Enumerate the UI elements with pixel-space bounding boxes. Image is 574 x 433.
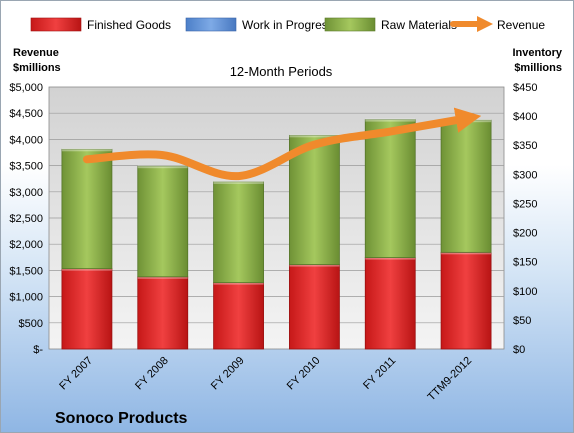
x-tick-label: FY 2008 — [133, 355, 171, 393]
legend: Finished Goods Work in Progress Raw Mate… — [30, 16, 545, 32]
right-axis-title-line2: $millions — [514, 62, 562, 74]
company-name: Sonoco Products — [55, 410, 188, 427]
left-tick-label: $500 — [19, 318, 43, 330]
right-tick-label: $450 — [513, 82, 537, 94]
bars — [61, 118, 492, 350]
right-axis-ticks: $0 $50 $100 $150 $200 $250 $300 $350 $400 $450 — [513, 82, 537, 356]
bar-raw-materials — [289, 134, 340, 265]
bar-cap-raw-materials — [137, 165, 188, 169]
left-tick-label: $3,500 — [9, 161, 43, 173]
legend-label-revenue: Revenue — [497, 18, 545, 32]
legend-swatch-work-in-progress — [185, 17, 237, 32]
bar-cap-finished-goods — [365, 256, 416, 260]
left-tick-label: $2,500 — [9, 213, 43, 225]
left-axis-title-line2: $millions — [13, 62, 61, 74]
bar-raw-materials — [364, 119, 416, 258]
bar-finished-goods — [364, 257, 416, 350]
bar-finished-goods — [289, 264, 340, 350]
legend-item-raw-materials: Raw Materials — [324, 17, 457, 32]
bar-cap-raw-materials — [213, 180, 264, 184]
right-tick-label: $300 — [513, 169, 537, 181]
legend-item-finished-goods: Finished Goods — [30, 17, 171, 32]
left-tick-label: $1,000 — [9, 292, 43, 304]
bar-finished-goods — [61, 268, 113, 350]
left-tick-label: $2,000 — [9, 239, 43, 251]
right-tick-label: $400 — [513, 111, 537, 123]
right-tick-label: $350 — [513, 140, 537, 152]
x-tick-label: FY 2009 — [209, 355, 247, 393]
left-axis-title-line1: Revenue — [13, 47, 59, 59]
revenue-line-layer — [82, 107, 482, 181]
x-axis-ticks: FY 2007 FY 2008 FY 2009 FY 2010 FY 2011 TTM9-… — [57, 355, 474, 404]
bar-cap-raw-materials — [365, 118, 416, 122]
left-tick-label: $1,500 — [9, 265, 43, 277]
right-tick-label: $150 — [513, 257, 537, 269]
right-tick-label: $50 — [513, 315, 531, 327]
revenue-line — [82, 107, 482, 181]
bar-cap-finished-goods — [213, 281, 264, 285]
bar-finished-goods — [440, 251, 492, 350]
left-tick-label: $4,500 — [9, 108, 43, 120]
legend-label-work-in-progress: Work in Progress — [242, 18, 334, 32]
x-tick-label: FY 2007 — [57, 355, 95, 393]
bar-cap-finished-goods — [61, 267, 112, 271]
left-tick-label: $4,000 — [9, 134, 43, 146]
bar-cap-finished-goods — [441, 251, 492, 255]
bar-cap-raw-materials — [61, 148, 112, 152]
right-tick-label: $250 — [513, 198, 537, 210]
bar-cap-finished-goods — [289, 263, 340, 267]
left-tick-label: $- — [33, 344, 43, 356]
legend-label-raw-materials: Raw Materials — [381, 18, 457, 32]
bar-raw-materials — [440, 119, 492, 253]
x-tick-label: FY 2011 — [361, 355, 398, 392]
legend-swatch-finished-goods — [30, 17, 82, 32]
bar-raw-materials — [137, 165, 189, 278]
x-tick-label: FY 2010 — [285, 355, 323, 393]
left-tick-label: $3,000 — [9, 187, 43, 199]
x-tick-label: TTM9-2012 — [426, 355, 475, 404]
legend-item-work-in-progress: Work in Progress — [185, 17, 334, 32]
right-tick-label: $200 — [513, 228, 537, 240]
bar-finished-goods — [137, 276, 189, 350]
bar-cap-finished-goods — [137, 275, 188, 279]
legend-swatch-raw-materials — [324, 17, 376, 32]
chart-subtitle: 12-Month Periods — [230, 64, 333, 79]
right-tick-label: $0 — [513, 344, 525, 356]
gridlines — [49, 112, 504, 324]
left-tick-label: $5,000 — [9, 82, 43, 94]
right-axis-title-line1: Inventory — [512, 47, 562, 59]
bar-raw-materials — [61, 148, 113, 270]
legend-arrow-revenue — [477, 16, 493, 32]
legend-label-finished-goods: Finished Goods — [87, 18, 171, 32]
bar-cap-raw-materials — [289, 134, 340, 138]
bar-raw-materials — [213, 181, 264, 284]
left-axis-ticks: $- $500 $1,000 $1,500 $2,000 $2,500 $3,000 $3,5… — [9, 82, 43, 356]
legend-item-revenue: Revenue — [450, 16, 545, 32]
bar-finished-goods — [213, 282, 264, 350]
right-tick-label: $100 — [513, 286, 537, 298]
